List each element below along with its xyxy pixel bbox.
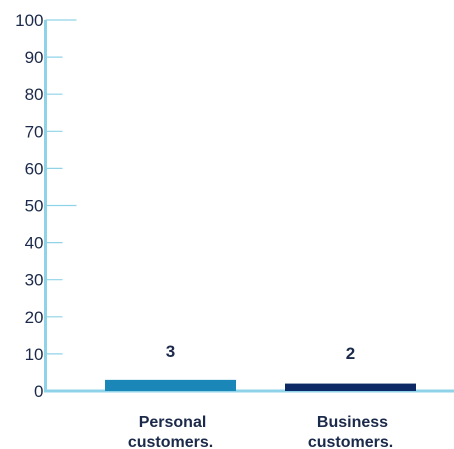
bar	[105, 379, 236, 391]
y-tick-label: 40	[25, 234, 44, 253]
y-tick-label: 20	[25, 308, 44, 327]
y-tick-label: 50	[25, 197, 44, 216]
y-tick-label: 80	[25, 85, 44, 104]
chart-axes: 0 10 20 30 40 50 60 70 80 90 100	[15, 11, 454, 401]
y-tick-label: 100	[15, 11, 43, 30]
x-category-label: Personal	[139, 414, 207, 431]
x-category-label: Business	[317, 414, 388, 431]
bar	[285, 383, 416, 391]
data-label: 2	[346, 344, 355, 363]
y-tick-label: 10	[25, 345, 44, 364]
data-label: 3	[166, 342, 175, 361]
y-tick-label: 0	[34, 382, 43, 401]
x-category-label: customers.	[308, 434, 393, 449]
chart-labels: 3 Personal customers. 2 Business customers.	[128, 342, 393, 449]
x-category-label: customers.	[128, 434, 213, 449]
y-tick-label: 70	[25, 122, 44, 141]
y-tick-label: 90	[25, 48, 44, 67]
y-tick-label: 60	[25, 159, 44, 178]
chart-bars	[105, 379, 416, 391]
y-tick-label: 30	[25, 271, 44, 290]
